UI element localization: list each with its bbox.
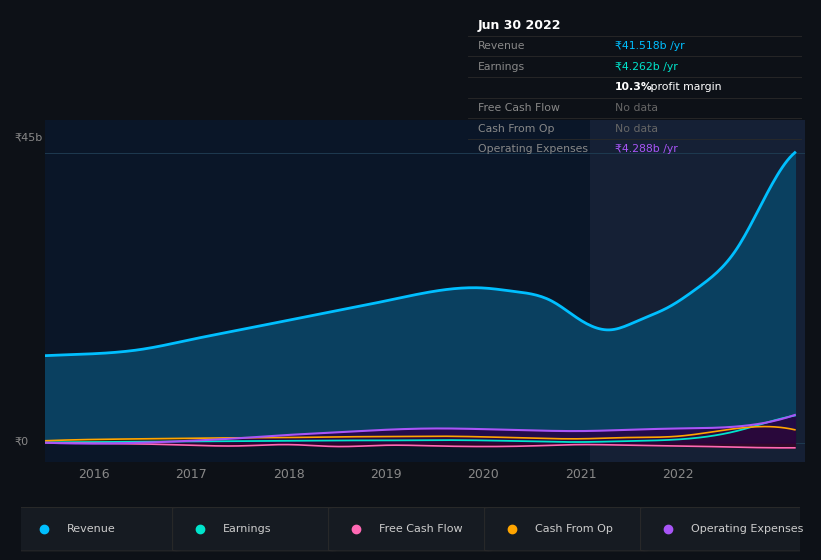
Text: Earnings: Earnings: [223, 524, 272, 534]
Text: 10.3%: 10.3%: [615, 82, 653, 92]
Text: profit margin: profit margin: [647, 82, 721, 92]
Text: ₹4.262b /yr: ₹4.262b /yr: [615, 62, 678, 72]
Text: Cash From Op: Cash From Op: [478, 124, 554, 134]
Text: Jun 30 2022: Jun 30 2022: [478, 19, 562, 32]
Text: No data: No data: [615, 124, 658, 134]
Text: Free Cash Flow: Free Cash Flow: [478, 103, 560, 113]
Text: Cash From Op: Cash From Op: [535, 524, 613, 534]
Text: Earnings: Earnings: [478, 62, 525, 72]
Text: Operating Expenses: Operating Expenses: [478, 144, 588, 154]
FancyBboxPatch shape: [484, 507, 649, 551]
FancyBboxPatch shape: [328, 507, 493, 551]
Text: Operating Expenses: Operating Expenses: [691, 524, 804, 534]
Text: ₹0: ₹0: [15, 436, 29, 446]
Bar: [590, 120, 805, 462]
Text: ₹4.288b /yr: ₹4.288b /yr: [615, 144, 678, 154]
Text: Revenue: Revenue: [67, 524, 116, 534]
FancyBboxPatch shape: [640, 507, 805, 551]
Text: No data: No data: [615, 103, 658, 113]
FancyBboxPatch shape: [16, 507, 181, 551]
Text: ₹41.518b /yr: ₹41.518b /yr: [615, 41, 685, 51]
FancyBboxPatch shape: [172, 507, 337, 551]
Text: ₹45b: ₹45b: [15, 132, 43, 142]
Text: Revenue: Revenue: [478, 41, 525, 51]
Text: Free Cash Flow: Free Cash Flow: [379, 524, 463, 534]
